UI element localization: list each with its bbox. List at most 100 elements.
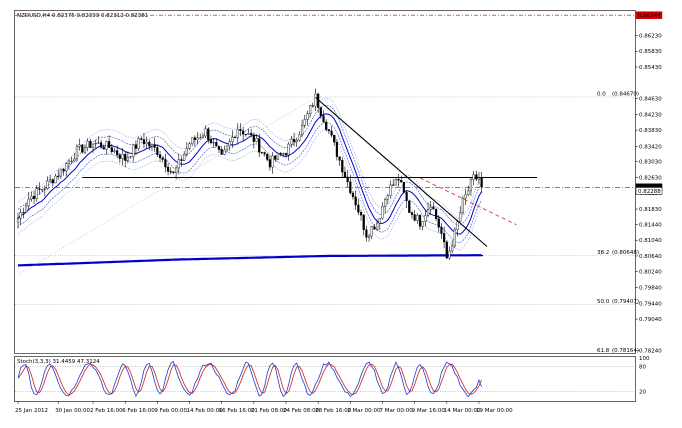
candle-body: [67, 160, 71, 164]
candle-body: [54, 175, 57, 184]
time-tick-label: 9 Mar 16:00: [412, 408, 446, 414]
candle-body: [75, 146, 79, 160]
candle-body: [236, 128, 239, 138]
price-tag: [635, 11, 663, 19]
price-tick-label: 0.82630: [639, 175, 662, 181]
candle-body: [394, 178, 397, 186]
candle-body: [24, 205, 28, 213]
candle-body: [99, 142, 103, 148]
candle-body: [325, 121, 328, 130]
candle-body: [22, 211, 25, 213]
candle-body: [97, 142, 100, 144]
candle-body: [306, 113, 309, 120]
candle-body: [282, 153, 285, 155]
envelope-band: [17, 129, 482, 251]
candle-body: [185, 148, 188, 155]
envelope-band: [17, 122, 482, 244]
candle-body: [43, 188, 46, 190]
candle-body: [311, 105, 314, 107]
candle-body: [161, 157, 164, 160]
price-tick-label: 0.78240: [639, 349, 662, 355]
time-tick-label: 7 Mar 00:00: [379, 408, 413, 414]
price-tag-label: 0.82288: [638, 189, 661, 195]
candle-body: [129, 156, 132, 158]
candle-body: [405, 192, 408, 202]
fib-level-label: 61.8: [597, 348, 610, 354]
candle-body: [467, 190, 470, 195]
candle-body: [408, 200, 411, 213]
candle-body: [199, 137, 202, 139]
candle-body: [367, 235, 371, 238]
candle-body: [300, 125, 304, 136]
candle-body: [464, 194, 467, 199]
candle-body: [62, 168, 65, 172]
candle-body: [402, 181, 406, 193]
candle-body: [78, 144, 81, 147]
candle-body: [271, 155, 274, 168]
candle-body: [333, 134, 336, 143]
price-tick-label: 0.79040: [639, 317, 662, 323]
candle-body: [228, 141, 231, 147]
candle-body: [432, 206, 435, 210]
candle-body: [239, 128, 242, 132]
candle-body: [113, 150, 116, 153]
candle-body: [201, 135, 205, 138]
candle-body: [247, 133, 250, 135]
candle-body: [472, 174, 475, 180]
candle-body: [330, 130, 333, 136]
candle-body: [164, 159, 167, 168]
time-tick-label: 9 Feb 00:00: [154, 408, 187, 414]
candle-body: [349, 181, 352, 194]
downtrend-line: [315, 96, 488, 247]
candle-body: [124, 153, 127, 161]
candle-body: [108, 141, 111, 148]
candle-body: [86, 140, 89, 148]
candle-body: [370, 226, 373, 237]
candle-body: [456, 221, 459, 230]
candle-body: [46, 180, 49, 189]
candle-body: [73, 158, 76, 162]
candle-body: [172, 171, 175, 174]
candle-body: [137, 138, 140, 149]
fib-level-value: (0.78164): [612, 348, 639, 354]
candle-body: [231, 137, 234, 142]
price-tag: [635, 187, 663, 195]
candle-body: [351, 192, 355, 198]
price-tick-label: 0.85430: [639, 65, 662, 71]
candle-body: [70, 160, 73, 162]
candle-body: [475, 174, 478, 180]
candle-body: [89, 140, 92, 148]
candle-body: [322, 115, 325, 123]
stochastic-signal-line: [17, 363, 482, 396]
stochastic-main-line: [17, 360, 482, 398]
candle-body: [284, 153, 288, 156]
candle-body: [57, 175, 60, 177]
candle-body: [175, 167, 178, 174]
candle-body: [94, 143, 97, 145]
fib-level-value: (0.80648): [612, 250, 639, 256]
candle-body: [132, 144, 135, 157]
candle-body: [459, 212, 462, 222]
candle-body: [148, 141, 151, 147]
candle-body: [434, 208, 438, 219]
candle-body: [381, 206, 384, 219]
candle-body: [341, 160, 344, 173]
price-tick-label: 0.81040: [639, 238, 662, 244]
candle-body: [477, 177, 481, 180]
price-tick-label: 0.83030: [639, 160, 662, 166]
candle-body: [225, 145, 229, 151]
candle-body: [169, 171, 172, 173]
candle-body: [215, 142, 218, 147]
candle-body: [389, 184, 392, 196]
candle-body: [16, 217, 20, 223]
candle-body: [118, 154, 121, 159]
candle-body: [418, 214, 422, 227]
candle-body: [121, 153, 124, 159]
candle-body: [156, 147, 159, 155]
price-tick-label: 0.81830: [639, 207, 662, 213]
candle-body: [421, 221, 424, 227]
candle-body: [268, 159, 272, 168]
fib-level-label: 0.0: [597, 91, 606, 97]
